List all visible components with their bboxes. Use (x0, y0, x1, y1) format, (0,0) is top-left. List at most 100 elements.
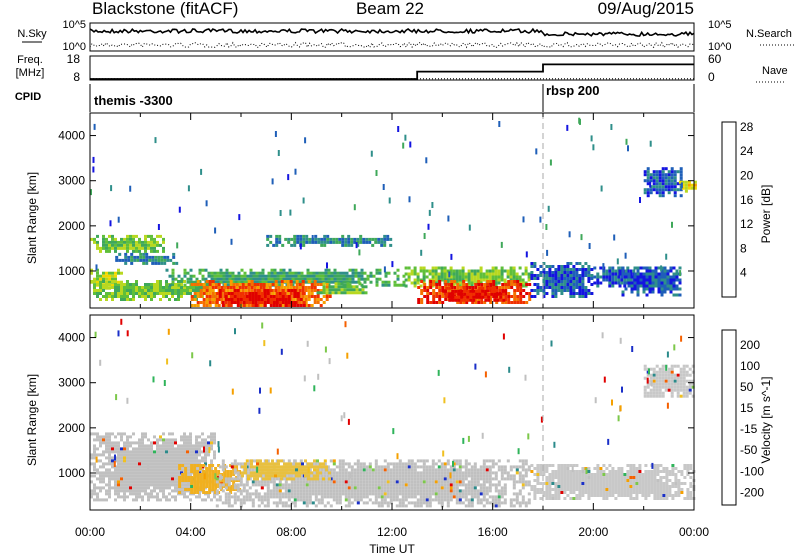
heatmap-cell (272, 304, 276, 307)
heatmap-cell (200, 168, 203, 175)
heatmap-cell (289, 280, 293, 283)
heatmap-cell (168, 274, 172, 278)
heatmap-cell (652, 179, 656, 183)
heatmap-cell (256, 304, 260, 307)
heatmap-cell (437, 489, 441, 493)
heatmap-cell (190, 479, 194, 482)
heatmap-cell (108, 271, 111, 275)
heatmap-cell (108, 483, 111, 487)
heatmap-cell (228, 271, 232, 275)
heatmap-cell (566, 464, 570, 467)
heatmap-cell (135, 234, 138, 238)
heatmap-cell (150, 234, 153, 238)
heatmap-cell (663, 290, 667, 294)
heatmap-cell (118, 258, 122, 262)
heatmap-cell (488, 474, 492, 478)
heatmap-cell (93, 492, 96, 496)
heatmap-cell (503, 486, 507, 490)
heatmap-cell (126, 453, 129, 457)
heatmap-cell (341, 234, 345, 238)
heatmap-cell (368, 237, 372, 241)
heatmap-cell (493, 295, 497, 299)
heatmap-cell (290, 304, 294, 307)
heatmap-cell (377, 489, 381, 493)
heatmap-cell (308, 474, 312, 478)
heatmap-cell (163, 255, 167, 259)
heatmap-cell (156, 468, 159, 472)
heatmap-cell (120, 237, 123, 241)
heatmap-cell (392, 486, 396, 490)
heatmap-cell (298, 465, 301, 469)
heatmap-cell (337, 288, 341, 292)
heatmap-cell (317, 483, 321, 487)
heatmap-cell (503, 471, 507, 475)
heatmap-cell (147, 462, 150, 466)
heatmap-cell (117, 286, 120, 289)
heatmap-cell (464, 459, 468, 463)
heatmap-cell (102, 286, 105, 289)
heatmap-cell (262, 468, 265, 472)
heatmap-cell (129, 298, 132, 301)
heatmap-cell (224, 298, 228, 301)
heatmap-cell (554, 482, 558, 485)
heatmap-cell (335, 486, 339, 490)
heatmap-cell (180, 462, 183, 466)
heatmap-cell (478, 295, 482, 299)
heatmap-cell (251, 295, 255, 298)
heatmap-cell (325, 295, 329, 298)
heatmap-cell (305, 483, 309, 487)
heatmap-cell (304, 459, 307, 463)
cpid-segment-themis: themis -3300 (94, 93, 173, 108)
heatmap-cell (332, 495, 336, 499)
heatmap-cell (657, 266, 661, 270)
heatmap-cell (560, 292, 564, 295)
heatmap-cell (440, 474, 444, 478)
heatmap-cell (655, 182, 659, 186)
heatmap-cell (378, 277, 382, 281)
heatmap-cell (276, 283, 280, 287)
heatmap-cell (482, 483, 486, 487)
heatmap-cell (129, 465, 132, 469)
heatmap-cell (374, 489, 378, 493)
heatmap-cell (431, 477, 435, 481)
heatmap-cell (362, 492, 366, 496)
heatmap-cell (440, 498, 444, 502)
heatmap-cell (186, 277, 190, 281)
heatmap-cell (422, 489, 426, 493)
heatmap-cell (299, 492, 303, 496)
heatmap-cell (90, 271, 93, 275)
heatmap-cell (371, 501, 375, 505)
heatmap-cell (569, 482, 573, 485)
heatmap-cell (156, 498, 159, 502)
heatmap-cell (458, 480, 462, 484)
heatmap-cell (135, 453, 138, 457)
heatmap-cell (323, 474, 327, 478)
heatmap-cell (105, 240, 108, 244)
heatmap-cell (627, 284, 631, 288)
heatmap-cell (470, 480, 474, 484)
heatmap-cell (198, 280, 202, 284)
heatmap-cell (617, 275, 621, 279)
heatmap-cell (221, 465, 225, 469)
heatmap-cell (156, 483, 159, 487)
heatmap-cell (611, 269, 615, 273)
heatmap-cell (272, 495, 276, 499)
heatmap-cell (524, 501, 528, 505)
heatmap-cell (237, 274, 241, 278)
heatmap-cell (494, 462, 498, 466)
heatmap-cell (96, 274, 99, 278)
heatmap-cell (486, 283, 490, 286)
heatmap-cell (542, 289, 546, 292)
heatmap-cell (467, 489, 471, 493)
heatmap-cell (96, 477, 99, 481)
heatmap-cell (114, 277, 117, 281)
heatmap-cell (135, 441, 138, 445)
y-tick-label: 2000 (58, 219, 85, 233)
heatmap-cell (323, 504, 327, 508)
heatmap-cell (459, 286, 463, 289)
heatmap-cell (422, 278, 426, 282)
heatmap-cell (150, 477, 153, 481)
heatmap-cell (658, 170, 662, 174)
heatmap-cell (431, 275, 435, 279)
heatmap-cell (257, 492, 261, 496)
